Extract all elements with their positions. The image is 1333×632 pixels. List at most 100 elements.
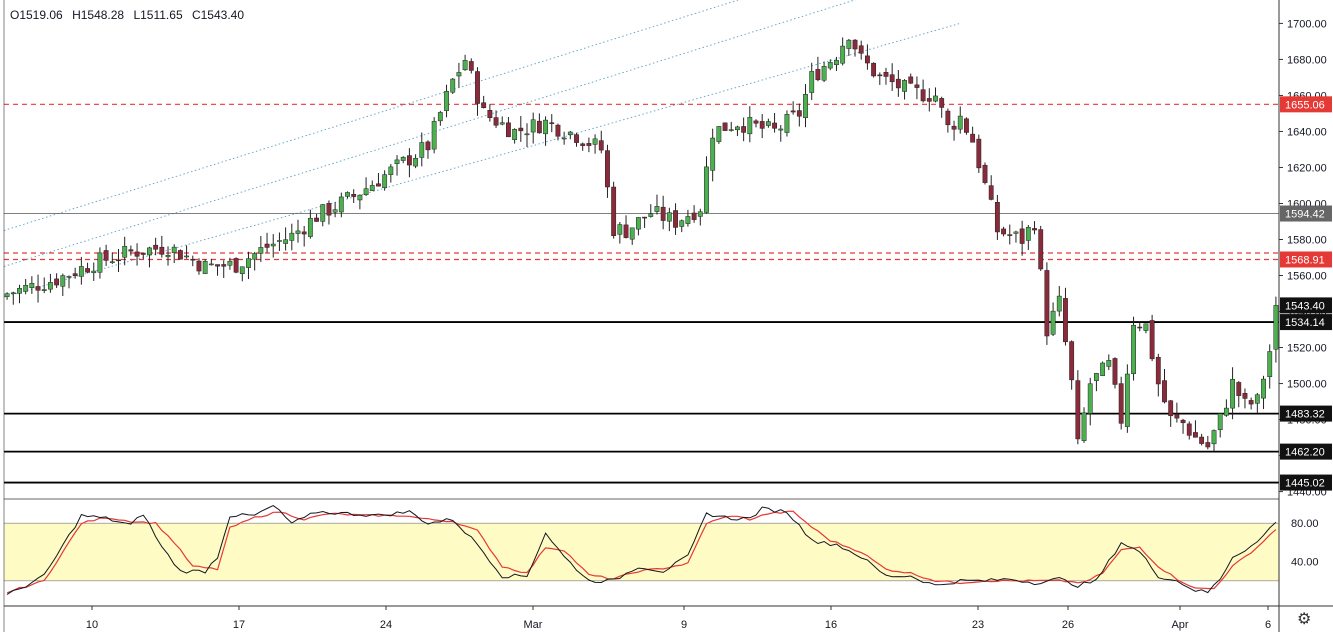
candle (153, 237, 159, 256)
candle (307, 209, 313, 239)
candle-body (215, 264, 220, 267)
candle (184, 245, 190, 259)
candle-body (97, 252, 103, 273)
candle-body (320, 204, 326, 222)
candle (747, 106, 753, 143)
gear-icon[interactable]: ⚙ (1297, 611, 1312, 628)
candle-body (1273, 305, 1279, 350)
candle-body (208, 263, 214, 266)
candle-body (679, 220, 685, 227)
price-label-text: 1534.14 (1285, 317, 1325, 329)
y-tick-label: 1500.00 (1287, 379, 1327, 391)
candle-body (78, 266, 84, 277)
candle (1273, 296, 1279, 363)
x-tick-label: 6 (1265, 619, 1271, 631)
candle-body (611, 186, 617, 237)
candle-body (945, 110, 951, 126)
candle-body (939, 98, 945, 108)
candle-body (1124, 373, 1130, 427)
candle (506, 117, 511, 138)
candle-body (951, 125, 957, 130)
candle (666, 207, 672, 232)
candle (103, 244, 109, 266)
candle (400, 156, 406, 164)
candle-body (431, 121, 437, 150)
candle-body (586, 143, 592, 146)
candle (475, 67, 480, 116)
channel-line[interactable] (3, 0, 960, 267)
candle-body (171, 246, 177, 253)
candle-body (1112, 358, 1118, 385)
candle-body (338, 196, 344, 213)
x-tick-label: 17 (233, 619, 245, 631)
candle-body (1038, 229, 1044, 270)
candle-body (735, 126, 740, 131)
channel-line[interactable] (3, 0, 960, 231)
candle-body (895, 78, 901, 89)
candle-body (184, 255, 190, 258)
price-label-text: 1483.32 (1285, 409, 1325, 421)
candle-body (116, 259, 121, 262)
candle (908, 73, 914, 84)
x-tick-label: 16 (825, 619, 837, 631)
x-tick-label: 9 (681, 619, 687, 631)
candle-body (109, 261, 115, 264)
price-axis[interactable]: 1440.001460.001480.001500.001520.001540.… (1279, 18, 1327, 569)
candle (543, 116, 548, 146)
candle (431, 117, 437, 154)
price-label: 1568.91 (1280, 251, 1332, 268)
candle (982, 162, 988, 185)
candle-body (23, 285, 29, 292)
candle (1087, 377, 1093, 426)
candle (295, 219, 301, 243)
candle (685, 209, 691, 227)
candle-body (710, 137, 716, 171)
candle (351, 189, 357, 203)
candle-body (914, 84, 920, 88)
candle-body (196, 260, 202, 272)
candle (654, 194, 660, 215)
candle-body (1106, 360, 1112, 367)
candle (994, 194, 1000, 241)
candle-body (1056, 295, 1062, 312)
trend-channel[interactable] (3, 0, 961, 298)
candle-body (1081, 412, 1087, 441)
candle-body (419, 142, 425, 158)
candle-body (827, 62, 833, 69)
candle-body (1007, 234, 1013, 236)
candle-body (54, 278, 60, 286)
y-tick-label: 1640.00 (1287, 126, 1327, 138)
x-tick-label: 24 (380, 619, 392, 631)
candle (388, 163, 394, 183)
candle (41, 277, 47, 294)
candle (1180, 418, 1186, 434)
candle (277, 232, 282, 251)
stoch-zone-fill (4, 523, 1279, 581)
channel-line[interactable] (3, 22, 961, 298)
price-label: 1445.02 (1280, 474, 1332, 491)
candle (468, 58, 474, 74)
horizontal-levels[interactable] (4, 103, 1279, 484)
candlesticks (4, 37, 1279, 452)
candle (128, 245, 134, 256)
candle-body (1069, 341, 1075, 381)
candle-body (1149, 320, 1155, 360)
candle-body (617, 224, 623, 235)
price-label: 1543.40 (1280, 297, 1332, 314)
x-tick-label: 26 (1062, 619, 1074, 631)
candle-body (994, 201, 1000, 233)
candle (481, 95, 487, 109)
candle-body (264, 243, 270, 248)
candle (673, 203, 678, 235)
candle-body (382, 174, 388, 189)
candle (1267, 344, 1273, 389)
candle-body (177, 250, 183, 260)
candle-body (580, 143, 586, 146)
candle (1025, 224, 1031, 250)
candle-body (506, 122, 511, 138)
candle-body (970, 133, 976, 143)
candle-body (530, 119, 536, 133)
time-axis[interactable]: 10 17 24 Mar 9 16 23 26 Apr 6 (86, 606, 1271, 631)
candle-body (1050, 310, 1056, 335)
